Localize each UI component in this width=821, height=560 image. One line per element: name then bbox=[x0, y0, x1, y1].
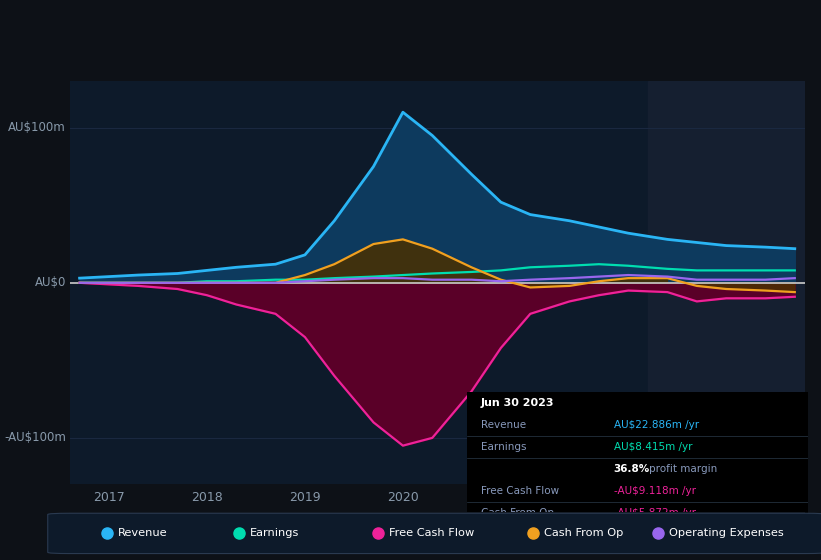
Text: Free Cash Flow: Free Cash Flow bbox=[481, 486, 559, 496]
Text: 36.8%: 36.8% bbox=[613, 464, 650, 474]
Text: AU$0: AU$0 bbox=[34, 276, 67, 290]
Bar bbox=[648, 81, 821, 484]
Text: AU$8.415m /yr: AU$8.415m /yr bbox=[613, 442, 692, 452]
Text: -AU$5.872m /yr: -AU$5.872m /yr bbox=[613, 508, 695, 518]
Text: AU$100m: AU$100m bbox=[8, 121, 67, 134]
Text: profit margin: profit margin bbox=[649, 464, 718, 474]
Text: AU$22.886m /yr: AU$22.886m /yr bbox=[613, 420, 699, 430]
Text: Cash From Op: Cash From Op bbox=[544, 529, 623, 538]
Text: Earnings: Earnings bbox=[481, 442, 526, 452]
Text: -AU$9.118m /yr: -AU$9.118m /yr bbox=[613, 486, 695, 496]
FancyBboxPatch shape bbox=[48, 513, 821, 553]
Text: Jun 30 2023: Jun 30 2023 bbox=[481, 398, 554, 408]
Text: Operating Expenses: Operating Expenses bbox=[481, 530, 586, 540]
Text: Operating Expenses: Operating Expenses bbox=[668, 529, 783, 538]
Text: Revenue: Revenue bbox=[117, 529, 167, 538]
Text: Revenue: Revenue bbox=[481, 420, 526, 430]
Text: Cash From Op: Cash From Op bbox=[481, 508, 554, 518]
Text: -AU$100m: -AU$100m bbox=[4, 431, 67, 445]
Text: Free Cash Flow: Free Cash Flow bbox=[389, 529, 475, 538]
Text: Earnings: Earnings bbox=[250, 529, 299, 538]
Text: AU$3.228m /yr: AU$3.228m /yr bbox=[613, 530, 692, 540]
